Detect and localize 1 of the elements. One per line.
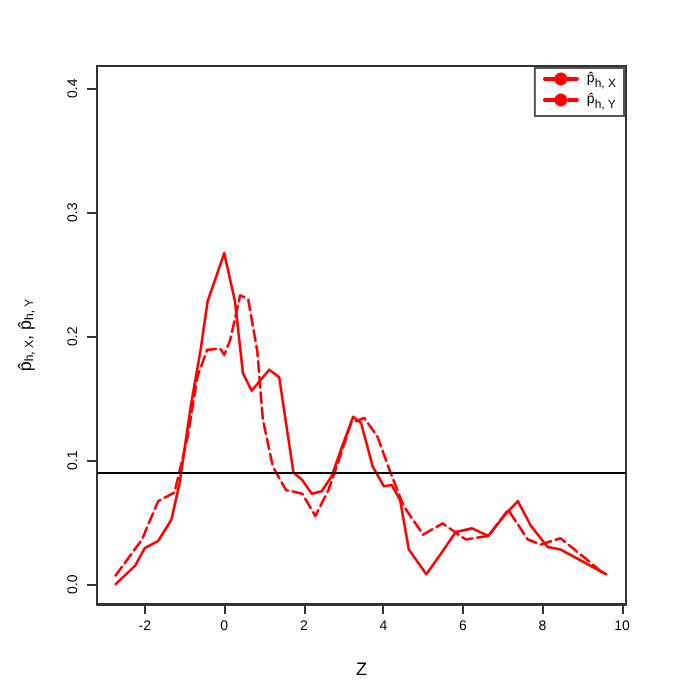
x-axis-title: Z bbox=[356, 659, 368, 679]
